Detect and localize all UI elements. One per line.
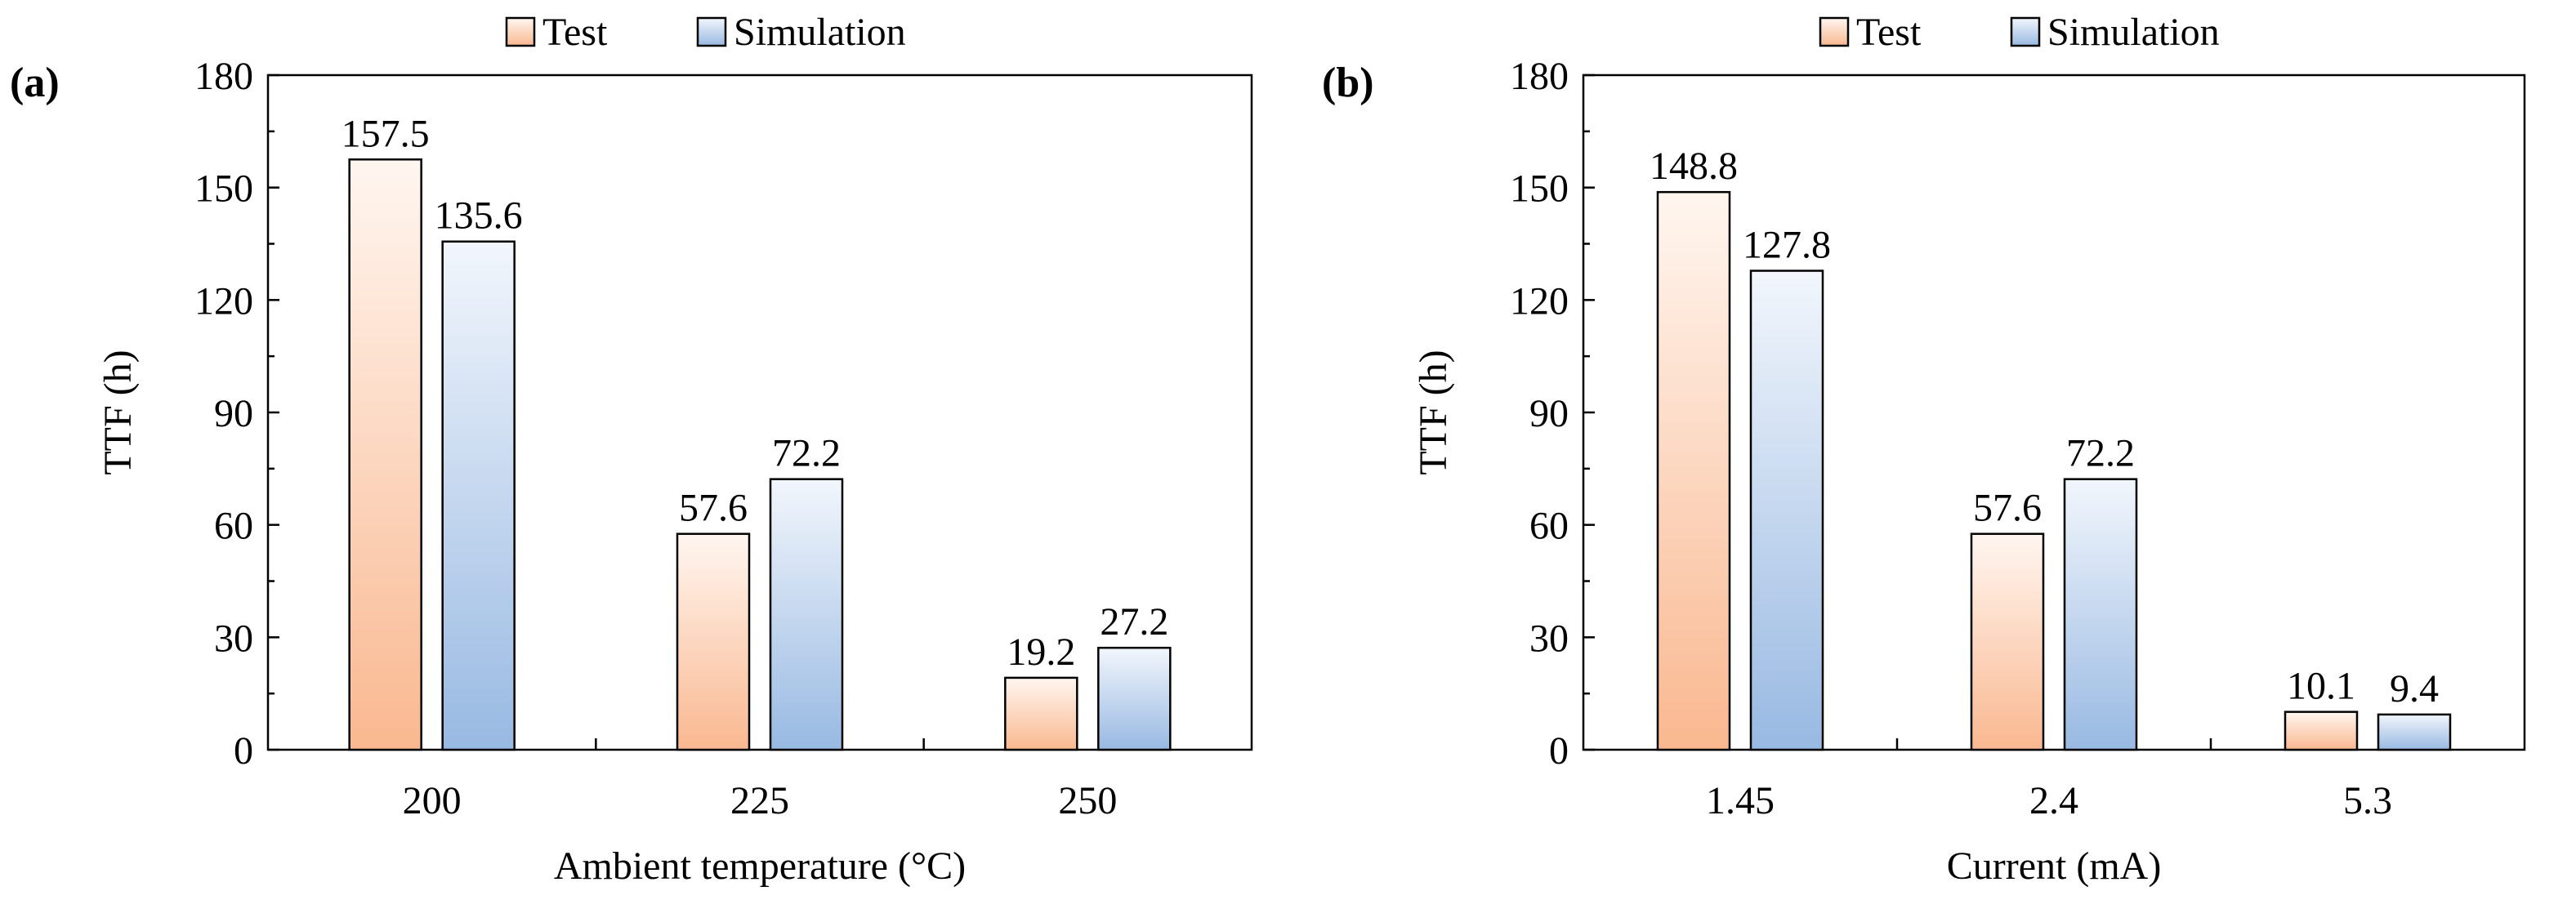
charta-x-tick-label: 200 — [403, 779, 462, 822]
charta-data-label: 72.2 — [772, 432, 841, 475]
chartb-data-label: 10.1 — [2287, 665, 2355, 708]
chartb-data-label: 57.6 — [1973, 487, 2042, 530]
charta-y-tick-label: 180 — [194, 55, 253, 98]
chartb-x-tick-label: 2.4 — [2029, 779, 2078, 822]
charta-bar-simulation — [769, 478, 844, 751]
charta-legend-label: Simulation — [734, 11, 906, 54]
charta-data-label: 19.2 — [1007, 630, 1075, 674]
chartb-legend-label: Test — [1856, 11, 1922, 54]
chartb-legend-swatch-test — [1819, 16, 1850, 47]
charta-data-label: 135.6 — [435, 194, 523, 238]
chartb-y-tick-label: 30 — [1529, 617, 1569, 660]
charta-bar-simulation — [1097, 646, 1172, 751]
chartb-bar-test — [2284, 711, 2359, 751]
chartb-y-tick-label: 180 — [1510, 55, 1569, 98]
charta-panel-label: (a) — [10, 60, 60, 106]
charta-y-tick-label: 30 — [214, 617, 253, 660]
charta-x-tick-label: 250 — [1058, 779, 1117, 822]
chartb-bar-simulation — [2377, 713, 2452, 751]
chartb-x-axis-title: Current (mA) — [1947, 844, 2162, 888]
charta-y-tick-label: 120 — [194, 279, 253, 323]
charta-y-tick-label: 60 — [214, 505, 253, 548]
chartb-legend-label: Simulation — [2047, 11, 2220, 54]
chartb-bar-test — [1970, 532, 2045, 751]
chartb-y-tick-label: 150 — [1510, 167, 1569, 211]
chartb-bar-simulation — [1749, 270, 1824, 751]
charta-bar-test — [348, 158, 422, 751]
chartb-y-axis-title: TTF (h) — [1412, 350, 1455, 475]
chartb-panel-label: (b) — [1322, 60, 1374, 106]
charta-data-label: 57.6 — [679, 487, 748, 530]
chartb-data-label: 127.8 — [1743, 224, 1831, 267]
charta-y-axis-title: TTF (h) — [96, 350, 140, 475]
chartb-bar-simulation — [2063, 478, 2138, 751]
chartb-x-tick-label: 1.45 — [1706, 779, 1775, 822]
charta-bar-test — [1004, 676, 1078, 751]
chartb-y-tick-label: 90 — [1529, 392, 1569, 435]
chartb-y-tick-label: 120 — [1510, 279, 1569, 323]
chartb-data-label: 72.2 — [2066, 432, 2135, 475]
charta-x-axis-title: Ambient temperature (°C) — [554, 844, 966, 888]
charta-bar-simulation — [441, 240, 516, 751]
charta-y-tick-label: 0 — [234, 729, 253, 773]
charta-data-label: 27.2 — [1100, 600, 1168, 644]
charta-legend-swatch-simulation — [696, 16, 727, 47]
chartb-bar-test — [1656, 190, 1731, 751]
chartb-y-tick-label: 60 — [1529, 505, 1569, 548]
charta-data-label: 157.5 — [342, 112, 430, 155]
charta-bar-test — [676, 532, 751, 751]
chartb-y-tick-label: 0 — [1549, 729, 1569, 773]
charta-y-tick-label: 150 — [194, 167, 253, 211]
chartb-data-label: 148.8 — [1650, 145, 1738, 188]
charta-y-tick-label: 90 — [214, 392, 253, 435]
charta-legend-swatch-test — [505, 16, 536, 47]
chartb-data-label: 9.4 — [2390, 667, 2439, 711]
chartb-x-tick-label: 5.3 — [2343, 779, 2392, 822]
chartb-legend-swatch-simulation — [2010, 16, 2041, 47]
charta-x-tick-label: 225 — [730, 779, 789, 822]
charta-legend-label: Test — [542, 11, 608, 54]
